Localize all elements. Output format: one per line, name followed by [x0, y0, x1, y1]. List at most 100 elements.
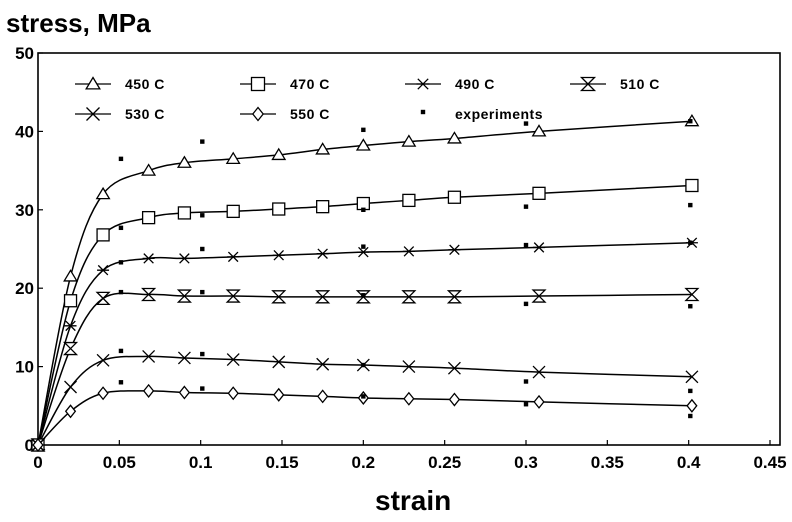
y-ticks: 0 10 20 30 40 50: [15, 44, 43, 455]
marker-asterisk: [316, 248, 329, 259]
marker-hourglass: [446, 290, 462, 304]
experiment-point: [361, 244, 366, 249]
curve-asterisk: [37, 241, 692, 446]
y-axis-label: stress, MPa: [6, 8, 151, 38]
experiment-point: [523, 402, 529, 407]
experiment-point: [688, 388, 693, 394]
marker-diamond: [227, 386, 239, 401]
marker-square: [226, 204, 240, 219]
experiment-point: [523, 242, 529, 248]
marker-triangle: [401, 134, 417, 147]
marker-asterisk: [448, 244, 461, 256]
marker-diamond: [273, 387, 285, 402]
marker-diamond: [142, 383, 155, 398]
marker-triangle: [141, 163, 157, 176]
marker-hourglass: [95, 291, 111, 306]
experiment-point: [200, 246, 205, 252]
experiment-point: [361, 207, 366, 212]
marker-asterisk: [178, 253, 191, 264]
experiment-point: [118, 348, 124, 354]
experiment-point: [118, 225, 124, 231]
marker-x: [96, 353, 110, 367]
marker-hourglass: [62, 341, 79, 356]
marker-hourglass: [531, 289, 547, 303]
experiment-point: [200, 213, 205, 218]
marker-triangle: [63, 269, 78, 282]
marker-x: [142, 349, 156, 363]
marker-square: [316, 200, 330, 214]
x-tick-label: 0.1: [189, 453, 213, 472]
y-tick-label: 50: [15, 44, 34, 63]
marker-square: [63, 294, 78, 308]
marker-x: [402, 360, 416, 374]
x-tick-label: 0.3: [514, 453, 538, 472]
marker-square: [532, 186, 546, 200]
marker-triangle: [355, 138, 371, 151]
experiment-point: [523, 204, 529, 209]
marker-diamond: [32, 437, 44, 453]
marker-asterisk: [357, 246, 370, 258]
marker-asterisk: [533, 242, 546, 253]
experiment-point: [523, 301, 529, 307]
marker-square: [177, 206, 192, 220]
legend: 450 C 470 C 490 C 510 C 530 C 550 C experiment…: [75, 76, 659, 122]
x-tick-label: 0.45: [753, 453, 786, 472]
marker-x: [447, 361, 461, 375]
legend-label: 550 C: [290, 106, 330, 122]
legend-square: [250, 76, 266, 92]
marker-asterisk: [64, 320, 77, 332]
marker-square: [141, 210, 156, 225]
experiment-points: [118, 119, 693, 419]
marker-diamond: [686, 398, 698, 413]
marker-diamond: [448, 392, 461, 407]
marker-asterisk: [402, 246, 415, 257]
marker-diamond: [317, 389, 329, 404]
x-tick-label: 0: [33, 453, 42, 472]
legend-label: 470 C: [290, 76, 330, 92]
experiment-point: [523, 121, 529, 126]
y-tick-label: 30: [15, 201, 34, 220]
legend-label: 490 C: [455, 76, 495, 92]
marker-diamond: [403, 391, 415, 406]
marker-hourglass: [176, 289, 192, 303]
plot-frame: [37, 52, 781, 446]
marker-asterisk: [97, 264, 110, 276]
marker-x: [272, 355, 286, 369]
legend-asterisk: [416, 78, 430, 90]
y-tick-label: 10: [15, 358, 34, 377]
legend-diamond: [251, 106, 265, 122]
marker-asterisk: [227, 251, 240, 263]
legend-x: [86, 107, 100, 121]
x-ticks: 0 0.05 0.1 0.15 0.2 0.25 0.3 0.35 0.4 0.45: [33, 440, 787, 472]
legend-hourglass: [579, 76, 597, 92]
x-tick-label: 0.4: [677, 453, 701, 472]
x-tick-label: 0.2: [352, 453, 376, 472]
x-tick-label: 0.15: [265, 453, 298, 472]
experiment-point: [523, 379, 529, 384]
experiment-point: [200, 139, 205, 144]
x-tick-label: 0.05: [103, 453, 136, 472]
marker-diamond: [64, 404, 77, 419]
legend-triangle: [85, 76, 101, 90]
marker-triangle: [176, 155, 192, 168]
marker-hourglass: [401, 290, 417, 304]
experiment-point: [118, 156, 124, 162]
legend-label: 530 C: [125, 106, 165, 122]
marker-x: [316, 357, 330, 371]
marker-square: [402, 193, 416, 208]
marker-square: [272, 202, 286, 216]
marker-hourglass: [684, 287, 700, 302]
x-tick-label: 0.25: [428, 453, 461, 472]
marker-square: [96, 228, 110, 242]
marker-triangle: [95, 186, 111, 200]
marker-triangle: [446, 131, 462, 144]
marker-asterisk: [142, 253, 155, 264]
experiment-point: [688, 304, 693, 309]
legend-label: 450 C: [125, 76, 165, 92]
marker-square: [447, 190, 462, 204]
marker-x: [177, 351, 191, 365]
marker-triangle: [531, 124, 547, 137]
experiment-point: [361, 394, 366, 399]
marker-triangle: [225, 151, 241, 164]
